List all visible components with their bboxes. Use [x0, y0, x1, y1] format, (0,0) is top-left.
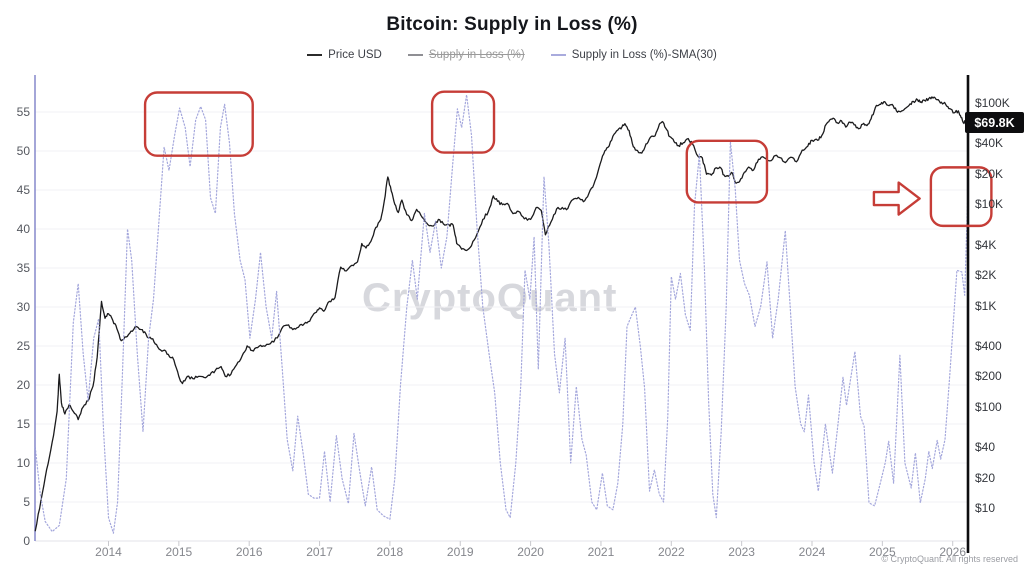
right-axis-tick: $2K: [975, 268, 997, 283]
right-axis-tick: $200: [975, 369, 1002, 384]
legend-item-supply-in-loss-sma[interactable]: Supply in Loss (%)-SMA(30): [550, 49, 717, 61]
annotation-box: [143, 91, 254, 157]
right-axis-tick: $400: [975, 338, 1002, 353]
left-axis-tick: 35: [16, 261, 30, 275]
left-axis-tick: 40: [16, 222, 30, 236]
right-axis-tick: $10K: [975, 197, 1004, 212]
legend-label: Price USD: [328, 49, 382, 61]
left-axis-tick: 30: [16, 300, 30, 314]
annotation-box: [929, 166, 993, 228]
left-axis-tick: 10: [16, 456, 30, 470]
x-axis-tick: 2017: [306, 545, 333, 559]
annotation-arrow: [872, 181, 921, 216]
right-axis-tick: $20: [975, 470, 996, 485]
left-axis-tick: 25: [16, 339, 30, 353]
legend-item-price-usd[interactable]: Price USD: [307, 49, 382, 61]
x-axis-tick: 2015: [165, 545, 193, 559]
x-axis-tick: 2021: [587, 545, 615, 559]
legend: Price USD Supply in Loss (%) Supply in L…: [0, 49, 1024, 61]
left-axis-tick: 5: [23, 495, 30, 509]
x-axis-tick: 2026: [939, 545, 967, 559]
last-price-badge: $69.8K: [965, 112, 1024, 133]
right-axis-tick: $10: [975, 501, 996, 516]
left-axis-tick: 45: [16, 183, 30, 197]
x-axis-tick: 2020: [517, 545, 544, 559]
left-axis-tick: 20: [16, 378, 30, 392]
x-axis-tick: 2024: [798, 545, 826, 559]
right-axis-tick: $20K: [975, 166, 1004, 181]
x-axis-tick: 2022: [657, 545, 685, 559]
right-axis-tick: $4K: [975, 237, 997, 252]
x-axis-tick: 2016: [235, 545, 263, 559]
price-line-swatch-icon: [307, 54, 323, 56]
legend-item-supply-in-loss[interactable]: Supply in Loss (%): [407, 49, 525, 61]
annotation-box: [430, 90, 496, 154]
right-axis-tick: $100K: [975, 96, 1010, 110]
x-axis-tick: 2025: [868, 545, 896, 559]
x-axis-tick: 2014: [95, 545, 122, 559]
copyright-note: © CryptoQuant. All rights reserved: [881, 554, 1018, 564]
x-axis-tick: 2023: [728, 545, 755, 559]
x-axis-tick: 2018: [376, 545, 404, 559]
right-axis-tick: $1K: [975, 298, 997, 313]
cryptoquant-watermark: CryptoQuant: [362, 276, 618, 320]
annotation-box: [685, 139, 769, 204]
supply-loss-line-swatch-icon: [407, 54, 423, 56]
sma-line-swatch-icon: [550, 54, 566, 56]
chart-title: Bitcoin: Supply in Loss (%): [386, 14, 638, 35]
left-axis-tick: 55: [16, 105, 30, 119]
left-axis-tick: 50: [16, 144, 30, 158]
left-axis-tick: 15: [16, 417, 30, 431]
right-axis-tick: $40: [975, 440, 996, 455]
left-axis-tick: 0: [23, 534, 30, 548]
right-axis-tick: $100: [975, 399, 1002, 414]
right-axis-tick: $40K: [975, 136, 1004, 151]
legend-label: Supply in Loss (%): [428, 49, 525, 61]
legend-label: Supply in Loss (%)-SMA(30): [571, 49, 717, 61]
x-axis-tick: 2019: [446, 545, 474, 559]
